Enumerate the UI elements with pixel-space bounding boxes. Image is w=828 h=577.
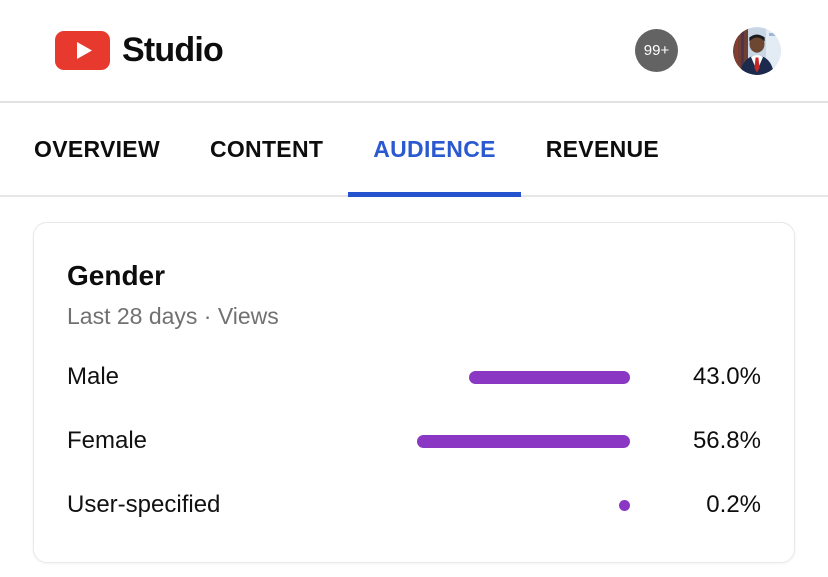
youtube-play-icon xyxy=(55,31,110,70)
notification-count-badge[interactable]: 99+ xyxy=(635,29,678,72)
stat-value: 0.2% xyxy=(706,491,761,518)
stat-label: Male xyxy=(67,363,120,390)
avatar[interactable] xyxy=(733,26,781,75)
tab-overview-label: OVERVIEW xyxy=(34,135,160,162)
stat-bar xyxy=(417,434,630,448)
tab-revenue[interactable]: REVENUE xyxy=(521,103,684,195)
tab-audience[interactable]: AUDIENCE xyxy=(348,103,521,197)
stat-bar xyxy=(619,499,630,511)
tab-revenue-label: REVENUE xyxy=(545,135,660,162)
stat-bar xyxy=(469,370,630,384)
stat-value: 43.0% xyxy=(692,363,761,390)
tab-content-label: CONTENT xyxy=(209,135,324,162)
tab-audience-label: AUDIENCE xyxy=(373,135,496,162)
analytics-tabbar: OVERVIEW CONTENT AUDIENCE REVENUE xyxy=(0,103,828,197)
app-header: Studio 99+ xyxy=(0,0,828,103)
tab-overview[interactable]: OVERVIEW xyxy=(9,103,185,195)
brand-name: Studio xyxy=(122,31,224,69)
card-subtitle: Last 28 days · Views xyxy=(67,303,279,329)
stat-value: 56.8% xyxy=(692,427,761,454)
bar-wrap xyxy=(410,434,630,448)
gender-stats: Male 43.0% Female 56.8% User-specified 0… xyxy=(67,345,761,537)
stat-label: User-specified xyxy=(67,491,221,518)
stat-row-female: Female 56.8% xyxy=(67,409,761,473)
youtube-studio-logo[interactable]: Studio xyxy=(55,31,224,70)
active-tab-underline xyxy=(348,192,521,197)
play-icon xyxy=(77,42,92,59)
tab-content[interactable]: CONTENT xyxy=(185,103,348,195)
stat-row-user-specified: User-specified 0.2% xyxy=(67,473,761,537)
gender-card[interactable]: Gender Last 28 days · Views Male 43.0% F… xyxy=(33,222,795,563)
stat-label: Female xyxy=(67,427,148,454)
bar-wrap xyxy=(410,499,630,511)
stat-row-male: Male 43.0% xyxy=(67,345,761,409)
bar-wrap xyxy=(410,370,630,384)
card-title: Gender xyxy=(67,260,166,291)
